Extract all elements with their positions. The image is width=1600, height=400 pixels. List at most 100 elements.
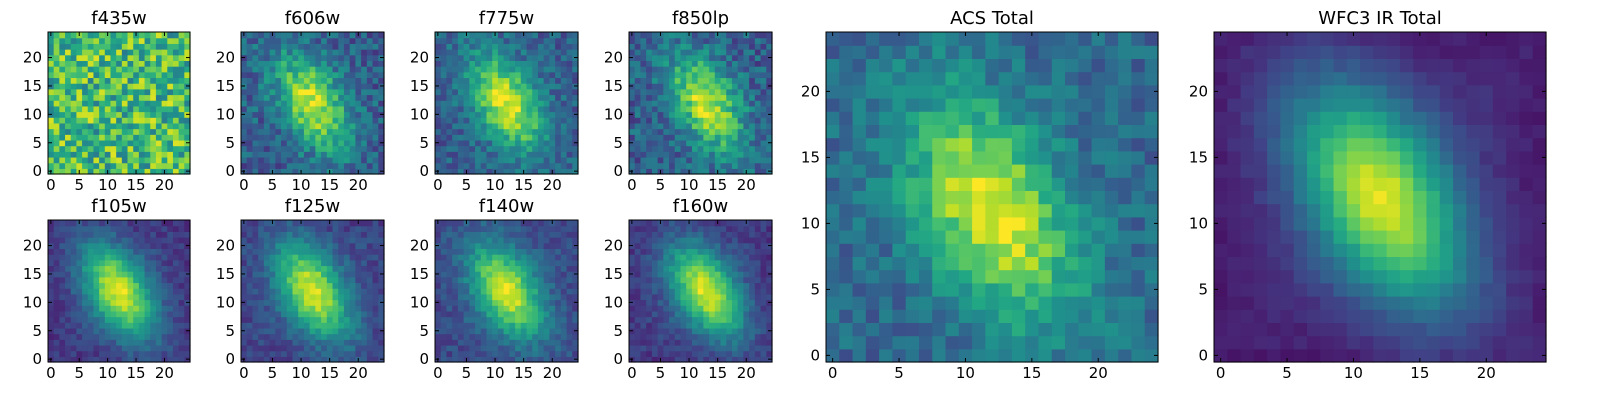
heatmap-cell xyxy=(555,356,562,363)
heatmap-cell xyxy=(549,88,556,96)
heatmap-cell xyxy=(332,322,339,329)
heatmap-cell xyxy=(349,88,356,96)
x-tick-label: 15 xyxy=(320,176,339,194)
heatmap-cell xyxy=(440,66,448,73)
heatmap-cell xyxy=(749,60,756,67)
heatmap-cell xyxy=(766,100,773,107)
panel-title: f140w xyxy=(479,196,534,217)
heatmap-cell xyxy=(252,333,259,340)
heatmap-cell xyxy=(53,54,60,61)
heatmap-cell xyxy=(549,156,556,164)
heatmap-cell xyxy=(144,71,151,79)
heatmap-cell xyxy=(726,122,733,130)
heatmap-cell xyxy=(674,100,682,107)
heatmap-cell xyxy=(720,305,727,312)
heatmap-cell xyxy=(657,43,664,50)
heatmap-cell xyxy=(172,276,180,284)
heatmap-cell xyxy=(298,293,305,301)
heatmap-cell xyxy=(457,54,465,61)
heatmap-cell xyxy=(532,139,539,147)
heatmap-cell xyxy=(651,350,659,357)
heatmap-cell xyxy=(172,43,180,50)
heatmap-cell xyxy=(263,225,271,232)
heatmap-cell xyxy=(127,259,134,267)
axes-frame xyxy=(434,219,579,363)
heatmap-cell xyxy=(326,111,334,118)
heatmap-cell xyxy=(669,322,676,329)
heatmap-cell xyxy=(463,100,470,107)
heatmap-cell xyxy=(263,333,271,340)
heatmap-cell xyxy=(65,168,72,175)
heatmap-cell xyxy=(53,220,60,227)
heatmap-cell xyxy=(651,293,659,301)
heatmap-cell xyxy=(515,105,522,113)
heatmap-cell xyxy=(509,100,516,107)
heatmap-cell xyxy=(161,77,168,84)
heatmap-cell xyxy=(749,344,756,352)
heatmap-cell xyxy=(70,299,77,306)
heatmap-cell xyxy=(555,350,562,357)
heatmap-cell xyxy=(138,37,146,44)
heatmap-cell xyxy=(509,282,516,289)
heatmap-cell xyxy=(549,231,556,238)
heatmap-cell xyxy=(104,156,112,164)
heatmap-cell xyxy=(286,344,294,352)
heatmap-cell xyxy=(537,305,545,312)
heatmap-cell xyxy=(155,220,163,227)
heatmap-cell xyxy=(338,128,345,135)
heatmap-cell xyxy=(691,350,699,357)
heatmap-cell xyxy=(82,310,89,318)
heatmap-cell xyxy=(150,71,157,79)
heatmap-cell xyxy=(515,316,522,323)
heatmap-cell xyxy=(281,333,288,340)
heatmap-cell xyxy=(275,49,282,56)
heatmap-cell xyxy=(138,237,146,244)
heatmap-cell xyxy=(760,60,767,67)
heatmap-cell xyxy=(161,231,168,238)
heatmap-cell xyxy=(281,139,288,147)
heatmap-cell xyxy=(651,271,659,278)
heatmap-cell xyxy=(754,350,762,357)
heatmap-cell xyxy=(726,282,733,289)
heatmap-cell xyxy=(520,83,528,90)
heatmap-cell xyxy=(714,151,722,158)
heatmap-cell xyxy=(104,105,112,113)
heatmap-cell xyxy=(326,83,334,90)
heatmap-cell xyxy=(754,88,762,96)
heatmap-cell xyxy=(269,134,276,141)
heatmap-cell xyxy=(161,344,168,352)
heatmap-cell xyxy=(515,43,522,50)
heatmap-cell xyxy=(503,356,510,363)
heatmap-cell xyxy=(127,162,134,169)
heatmap-cell xyxy=(326,105,334,113)
heatmap-cell xyxy=(150,43,157,50)
heatmap-cell xyxy=(709,299,716,306)
heatmap-cell xyxy=(178,254,185,261)
heatmap-cell xyxy=(275,54,282,61)
heatmap-cell xyxy=(749,288,756,295)
heatmap-cell xyxy=(457,49,465,56)
heatmap-cell xyxy=(663,54,670,61)
heatmap-cell xyxy=(532,282,539,289)
heatmap-cell xyxy=(737,282,744,289)
heatmap-cell xyxy=(691,339,699,346)
heatmap-cell xyxy=(526,344,533,352)
heatmap-cell xyxy=(760,356,767,363)
heatmap-cell xyxy=(286,54,294,61)
heatmap-cell xyxy=(651,77,659,84)
heatmap-cell xyxy=(116,339,123,346)
heatmap-cell xyxy=(674,37,682,44)
heatmap-cell xyxy=(99,248,106,255)
heatmap-cell xyxy=(669,350,676,357)
heatmap-cell xyxy=(65,276,72,284)
heatmap-cell xyxy=(378,134,385,141)
heatmap-cell xyxy=(749,71,756,79)
heatmap-cell xyxy=(446,237,453,244)
heatmap-cell xyxy=(93,128,100,135)
heatmap-cell xyxy=(566,248,573,255)
heatmap-cell xyxy=(691,83,699,90)
heatmap-cell xyxy=(486,105,493,113)
heatmap-cell xyxy=(720,43,727,50)
heatmap-cell xyxy=(65,220,72,227)
heatmap-cell xyxy=(566,151,573,158)
